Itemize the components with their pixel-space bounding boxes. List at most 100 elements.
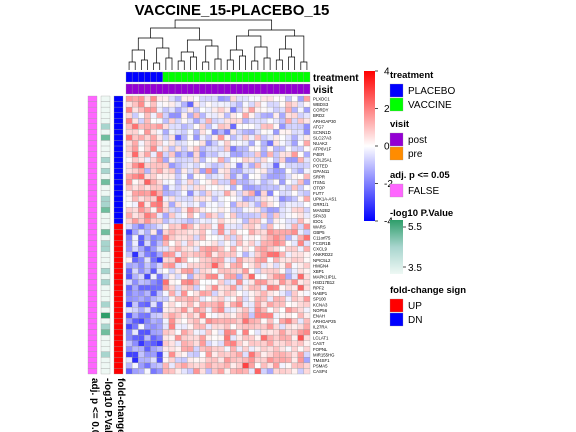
heatmap-cell <box>174 123 182 130</box>
row-annotation-label: -log10 P.Value <box>102 378 113 432</box>
heatmap-cell <box>138 273 145 280</box>
heatmap-cell <box>291 296 298 302</box>
heatmap-cell <box>273 184 280 191</box>
heatmap-cell <box>125 95 133 102</box>
heatmap-cell <box>125 151 133 158</box>
heatmap-cell <box>230 357 237 364</box>
heatmap-cell <box>260 151 268 158</box>
heatmap-cell <box>266 357 274 364</box>
heatmap-cell <box>297 268 305 275</box>
treatment-annotation-cell <box>168 71 176 83</box>
heatmap-cell <box>205 101 213 108</box>
heatmap-cell <box>223 351 231 358</box>
heatmap-cell <box>230 346 237 352</box>
dendrogram-branch <box>205 45 219 62</box>
heatmap-cell <box>156 157 163 163</box>
heatmap-cell <box>303 323 311 330</box>
heatmap-cell <box>254 340 262 347</box>
heatmap-cell <box>223 279 231 286</box>
heatmap-cell <box>144 212 151 219</box>
fold-change-sign-cell <box>113 357 124 364</box>
heatmap-cell <box>260 145 268 152</box>
heatmap-cell <box>162 145 170 152</box>
heatmap-cell <box>297 340 305 347</box>
visit-annotation-cell <box>211 83 219 95</box>
heatmap-cell <box>297 95 305 102</box>
heatmap-cell <box>187 257 194 263</box>
heatmap-cell <box>187 201 194 208</box>
heatmap-cell <box>187 134 194 141</box>
heatmap-cell <box>211 190 219 197</box>
gene-label: P4ER <box>313 152 324 157</box>
heatmap-cell <box>174 340 182 347</box>
heatmap-cell <box>242 223 249 230</box>
legends: treatmentPLACEBOVACCINEvisitpostpreadj. … <box>389 70 466 327</box>
heatmap-cell <box>193 245 200 252</box>
heatmap-cell <box>217 184 225 191</box>
heatmap-cell <box>223 318 231 325</box>
heatmap-cell <box>162 229 170 236</box>
heatmap-cell <box>285 145 292 152</box>
heatmap-cell <box>156 123 163 130</box>
heatmap-cell <box>162 307 170 313</box>
heatmap-cell <box>291 323 298 330</box>
heatmap-cell <box>291 129 298 136</box>
heatmap-cell <box>144 129 151 136</box>
heatmap-cell <box>217 118 225 124</box>
heatmap-cell <box>303 118 311 124</box>
heatmap-cell <box>199 296 206 302</box>
heatmap-cell <box>138 157 145 163</box>
heatmap-cell <box>291 318 298 325</box>
heatmap-cell <box>260 340 268 347</box>
heatmap-cell <box>150 106 157 113</box>
heatmap-cell <box>205 207 213 213</box>
heatmap-cell <box>144 195 151 202</box>
heatmap-cell <box>168 218 176 225</box>
heatmap-cell <box>303 195 311 202</box>
fold-change-sign-cell <box>113 112 124 119</box>
heatmap-cell <box>223 162 231 169</box>
heatmap-cell <box>260 279 268 286</box>
heatmap-cell <box>174 312 182 319</box>
heatmap-cell <box>273 346 280 352</box>
heatmap-cell <box>168 129 176 136</box>
heatmap-cell <box>285 368 292 375</box>
heatmap-cell <box>303 112 311 119</box>
heatmap-cell <box>174 323 182 330</box>
heatmap-cell <box>242 240 249 247</box>
heatmap-cell <box>291 134 298 141</box>
heatmap-cell <box>193 207 200 213</box>
gene-label: PLXDC1 <box>313 97 330 102</box>
heatmap-cell <box>291 279 298 286</box>
heatmap-cell <box>242 357 249 364</box>
gene-label: WBDS3 <box>313 102 329 107</box>
heatmap-cell <box>223 190 231 197</box>
heatmap-cell <box>285 95 292 102</box>
heatmap-cell <box>144 101 151 108</box>
treatment-annotation-cell <box>236 71 243 83</box>
heatmap-cell <box>131 234 139 241</box>
heatmap-cell <box>303 262 311 269</box>
heatmap-cell <box>230 95 237 102</box>
heatmap-cell <box>125 112 133 119</box>
heatmap-cell <box>273 240 280 247</box>
heatmap-cell <box>211 151 219 158</box>
heatmap-cell <box>138 362 145 369</box>
heatmap-cell <box>291 223 298 230</box>
heatmap-cell <box>144 296 151 302</box>
heatmap-cell <box>242 340 249 347</box>
heatmap-cell <box>131 134 139 141</box>
heatmap-cell <box>248 362 255 369</box>
heatmap-cell <box>273 123 280 130</box>
heatmap-cell <box>236 145 243 152</box>
fold-change-legend-swatch <box>389 298 404 313</box>
heatmap-cell <box>162 334 170 341</box>
heatmap-cell <box>211 346 219 352</box>
heatmap-cell <box>223 95 231 102</box>
heatmap-cell <box>285 268 292 275</box>
heatmap-cell <box>181 101 188 108</box>
heatmap-cell <box>303 251 311 258</box>
heatmap-cell <box>156 151 163 158</box>
heatmap-cell <box>211 279 219 286</box>
heatmap-cell <box>156 162 163 169</box>
